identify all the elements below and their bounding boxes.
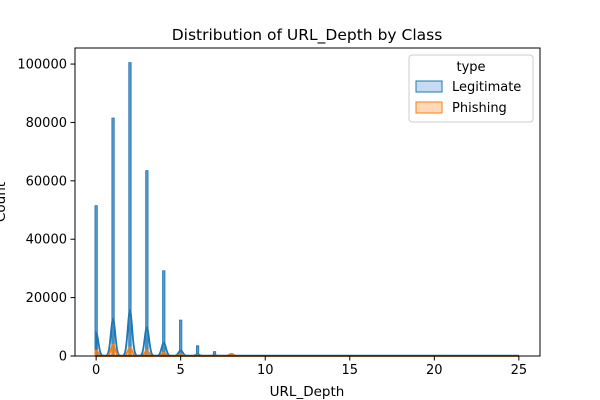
x-tick-label-25: 25 bbox=[511, 363, 528, 378]
plot-frame bbox=[74, 47, 541, 357]
bar-legitimate-2 bbox=[128, 62, 132, 357]
x-axis-label: URL_Depth bbox=[270, 384, 345, 400]
legend-title: type bbox=[456, 60, 485, 75]
x-tick-label-20: 20 bbox=[426, 363, 443, 378]
x-tick-label-5: 5 bbox=[177, 363, 185, 378]
y-tick-label-80000: 80000 bbox=[26, 116, 67, 131]
bar-legitimate-1 bbox=[111, 117, 115, 357]
bar-legitimate-3 bbox=[145, 170, 149, 357]
y-axis-label: Count bbox=[0, 182, 9, 222]
legend-swatch-phishing bbox=[415, 101, 443, 114]
y-tick-label-0: 0 bbox=[59, 350, 67, 365]
legend-swatch-legitimate bbox=[415, 80, 443, 93]
bar-legitimate-4 bbox=[162, 270, 166, 357]
x-axis: 0 5 10 15 20 25 bbox=[92, 356, 527, 378]
bar-phishing-1 bbox=[111, 343, 115, 357]
y-tick-label-40000: 40000 bbox=[26, 233, 67, 248]
x-tick-label-10: 10 bbox=[257, 363, 274, 378]
x-tick-label-0: 0 bbox=[92, 363, 100, 378]
x-tick-label-15: 15 bbox=[341, 363, 358, 378]
y-tick-label-20000: 20000 bbox=[26, 291, 67, 306]
y-axis: 0 20000 40000 60000 80000 100000 bbox=[17, 58, 75, 365]
bar-legitimate-5 bbox=[179, 319, 183, 357]
bar-phishing-2 bbox=[128, 346, 132, 357]
chart-title: Distribution of URL_Depth by Class bbox=[172, 26, 443, 45]
legend: type Legitimate Phishing bbox=[408, 54, 534, 123]
y-tick-label-100000: 100000 bbox=[17, 58, 67, 73]
y-tick-label-60000: 60000 bbox=[26, 174, 67, 189]
bar-legitimate-0 bbox=[94, 205, 98, 357]
legend-entry-phishing: Phishing bbox=[452, 101, 507, 116]
legend-entry-legitimate: Legitimate bbox=[452, 80, 521, 95]
